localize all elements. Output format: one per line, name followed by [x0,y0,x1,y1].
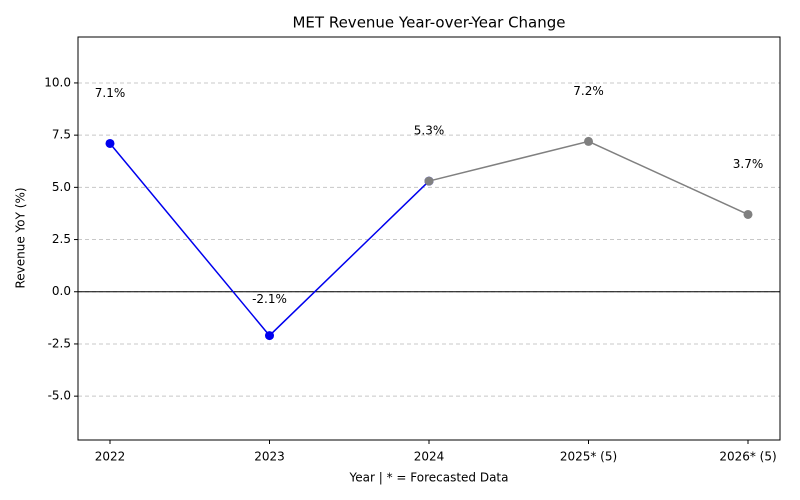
data-label: -2.1% [252,292,287,306]
x-tick-label: 2024 [414,450,445,464]
series-line [428,140,749,216]
y-tick-label: 5.0 [52,180,71,194]
y-tick-label: 10.0 [44,75,71,89]
data-label: 3.7% [733,157,764,171]
x-tick-label: 2023 [254,450,285,464]
y-tick-label: 2.5 [52,232,71,246]
data-point [105,138,115,148]
data-label: 7.1% [95,86,126,100]
data-label: 7.2% [573,84,604,98]
data-point [584,136,593,146]
x-tick-label: 2022 [95,450,126,464]
y-tick-label: 0.0 [52,284,71,298]
y-tick-label: -2.5 [48,336,71,350]
plot-frame [77,36,781,441]
y-tick-label: 7.5 [52,128,71,142]
x-tick-label: 2026* (5) [719,450,776,464]
chart-title: MET Revenue Year-over-Year Change [292,14,565,32]
data-point [265,331,274,341]
y-tick-label: -5.0 [48,389,71,403]
x-tick-label: 2025* (5) [560,450,617,464]
data-point [743,209,753,219]
x-axis-label: Year | * = Forecasted Data [348,471,508,485]
data-point [424,176,434,186]
y-axis-label: Revenue YoY (%) [14,187,28,288]
data-label: 5.3% [414,124,445,138]
